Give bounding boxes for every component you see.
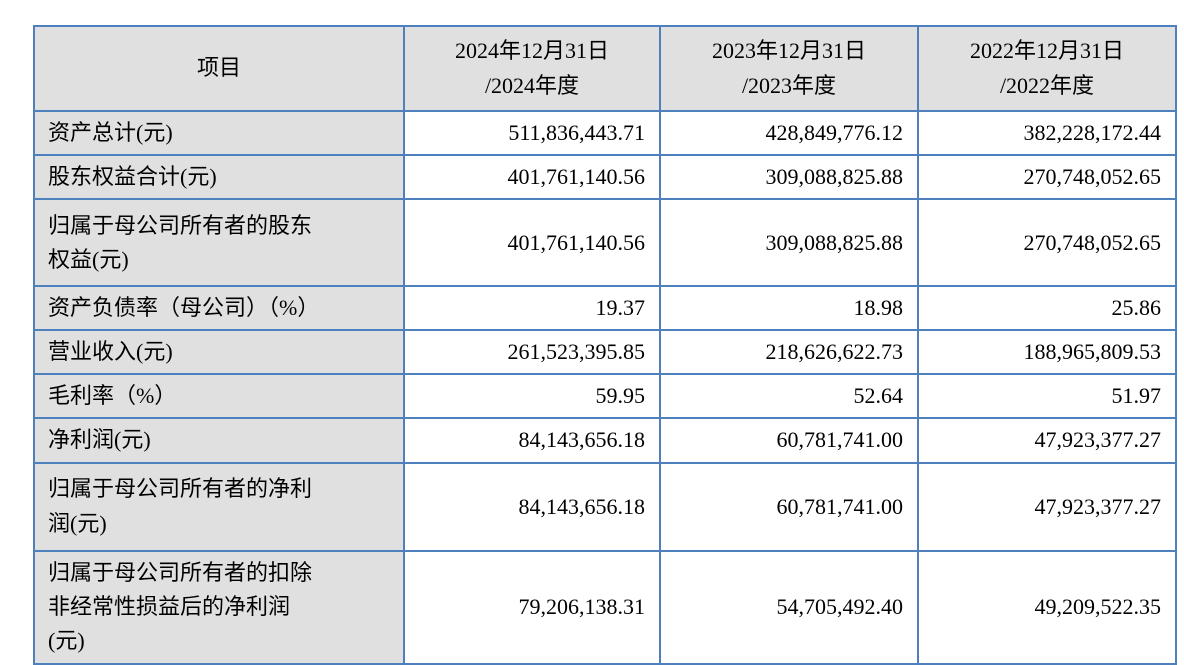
value-2022: 49,209,522.35	[917, 549, 1177, 665]
value-2022: 270,748,052.65	[917, 154, 1177, 201]
value-2022: 382,228,172.44	[917, 109, 1177, 157]
row-label: 资产负债率（母公司）（%）	[33, 285, 405, 332]
value-2023: 18.98	[659, 285, 919, 332]
row-label: 归属于母公司所有者的净利 润(元)	[33, 461, 405, 552]
value-2023: 309,088,825.88	[659, 198, 919, 288]
value-2022: 25.86	[917, 285, 1177, 332]
value-2023: 60,781,741.00	[659, 461, 919, 552]
row-label: 净利润(元)	[33, 417, 405, 464]
value-2023: 309,088,825.88	[659, 154, 919, 201]
value-2023: 54,705,492.40	[659, 549, 919, 665]
financial-summary-table: 项目 2024年12月31日 /2024年度 2023年12月31日 /2023…	[33, 25, 1177, 665]
value-2022: 47,923,377.27	[917, 417, 1177, 464]
value-2022: 270,748,052.65	[917, 198, 1177, 288]
row-label: 毛利率（%）	[33, 373, 405, 420]
table-header: 项目 2024年12月31日 /2024年度 2023年12月31日 /2023…	[33, 25, 1177, 112]
value-2022: 188,965,809.53	[917, 329, 1177, 376]
value-2024: 511,836,443.71	[403, 109, 661, 157]
table-row-debt-ratio: 资产负债率（母公司）（%） 19.37 18.98 25.86	[33, 285, 1177, 332]
value-2024: 59.95	[403, 373, 661, 420]
row-label: 归属于母公司所有者的扣除 非经常性损益后的净利润 (元)	[33, 549, 405, 665]
header-2023: 2023年12月31日 /2023年度	[659, 25, 919, 112]
header-2022: 2022年12月31日 /2022年度	[917, 25, 1177, 112]
header-row: 项目 2024年12月31日 /2024年度 2023年12月31日 /2023…	[33, 25, 1177, 112]
header-item: 项目	[33, 25, 405, 112]
value-2024: 261,523,395.85	[403, 329, 661, 376]
table-row-equity-parent: 归属于母公司所有者的股东 权益(元) 401,761,140.56 309,08…	[33, 198, 1177, 288]
value-2024: 401,761,140.56	[403, 154, 661, 201]
value-2023: 218,626,622.73	[659, 329, 919, 376]
value-2023: 428,849,776.12	[659, 109, 919, 157]
value-2024: 79,206,138.31	[403, 549, 661, 665]
table-row-revenue: 营业收入(元) 261,523,395.85 218,626,622.73 18…	[33, 329, 1177, 376]
value-2022: 51.97	[917, 373, 1177, 420]
table-body: 资产总计(元) 511,836,443.71 428,849,776.12 38…	[33, 109, 1177, 665]
table-row-net-profit: 净利润(元) 84,143,656.18 60,781,741.00 47,92…	[33, 417, 1177, 464]
table-row-net-profit-parent: 归属于母公司所有者的净利 润(元) 84,143,656.18 60,781,7…	[33, 461, 1177, 552]
row-label: 归属于母公司所有者的股东 权益(元)	[33, 198, 405, 288]
value-2022: 47,923,377.27	[917, 461, 1177, 552]
value-2023: 60,781,741.00	[659, 417, 919, 464]
value-2024: 401,761,140.56	[403, 198, 661, 288]
value-2023: 52.64	[659, 373, 919, 420]
row-label: 股东权益合计(元)	[33, 154, 405, 201]
value-2024: 84,143,656.18	[403, 417, 661, 464]
table-row-total-equity: 股东权益合计(元) 401,761,140.56 309,088,825.88 …	[33, 154, 1177, 201]
header-2024: 2024年12月31日 /2024年度	[403, 25, 661, 112]
row-label: 营业收入(元)	[33, 329, 405, 376]
table-row-total-assets: 资产总计(元) 511,836,443.71 428,849,776.12 38…	[33, 109, 1177, 157]
value-2024: 19.37	[403, 285, 661, 332]
value-2024: 84,143,656.18	[403, 461, 661, 552]
table-row-gross-margin: 毛利率（%） 59.95 52.64 51.97	[33, 373, 1177, 420]
table-row-net-profit-excl-nonrecurring: 归属于母公司所有者的扣除 非经常性损益后的净利润 (元) 79,206,138.…	[33, 549, 1177, 665]
row-label: 资产总计(元)	[33, 109, 405, 157]
